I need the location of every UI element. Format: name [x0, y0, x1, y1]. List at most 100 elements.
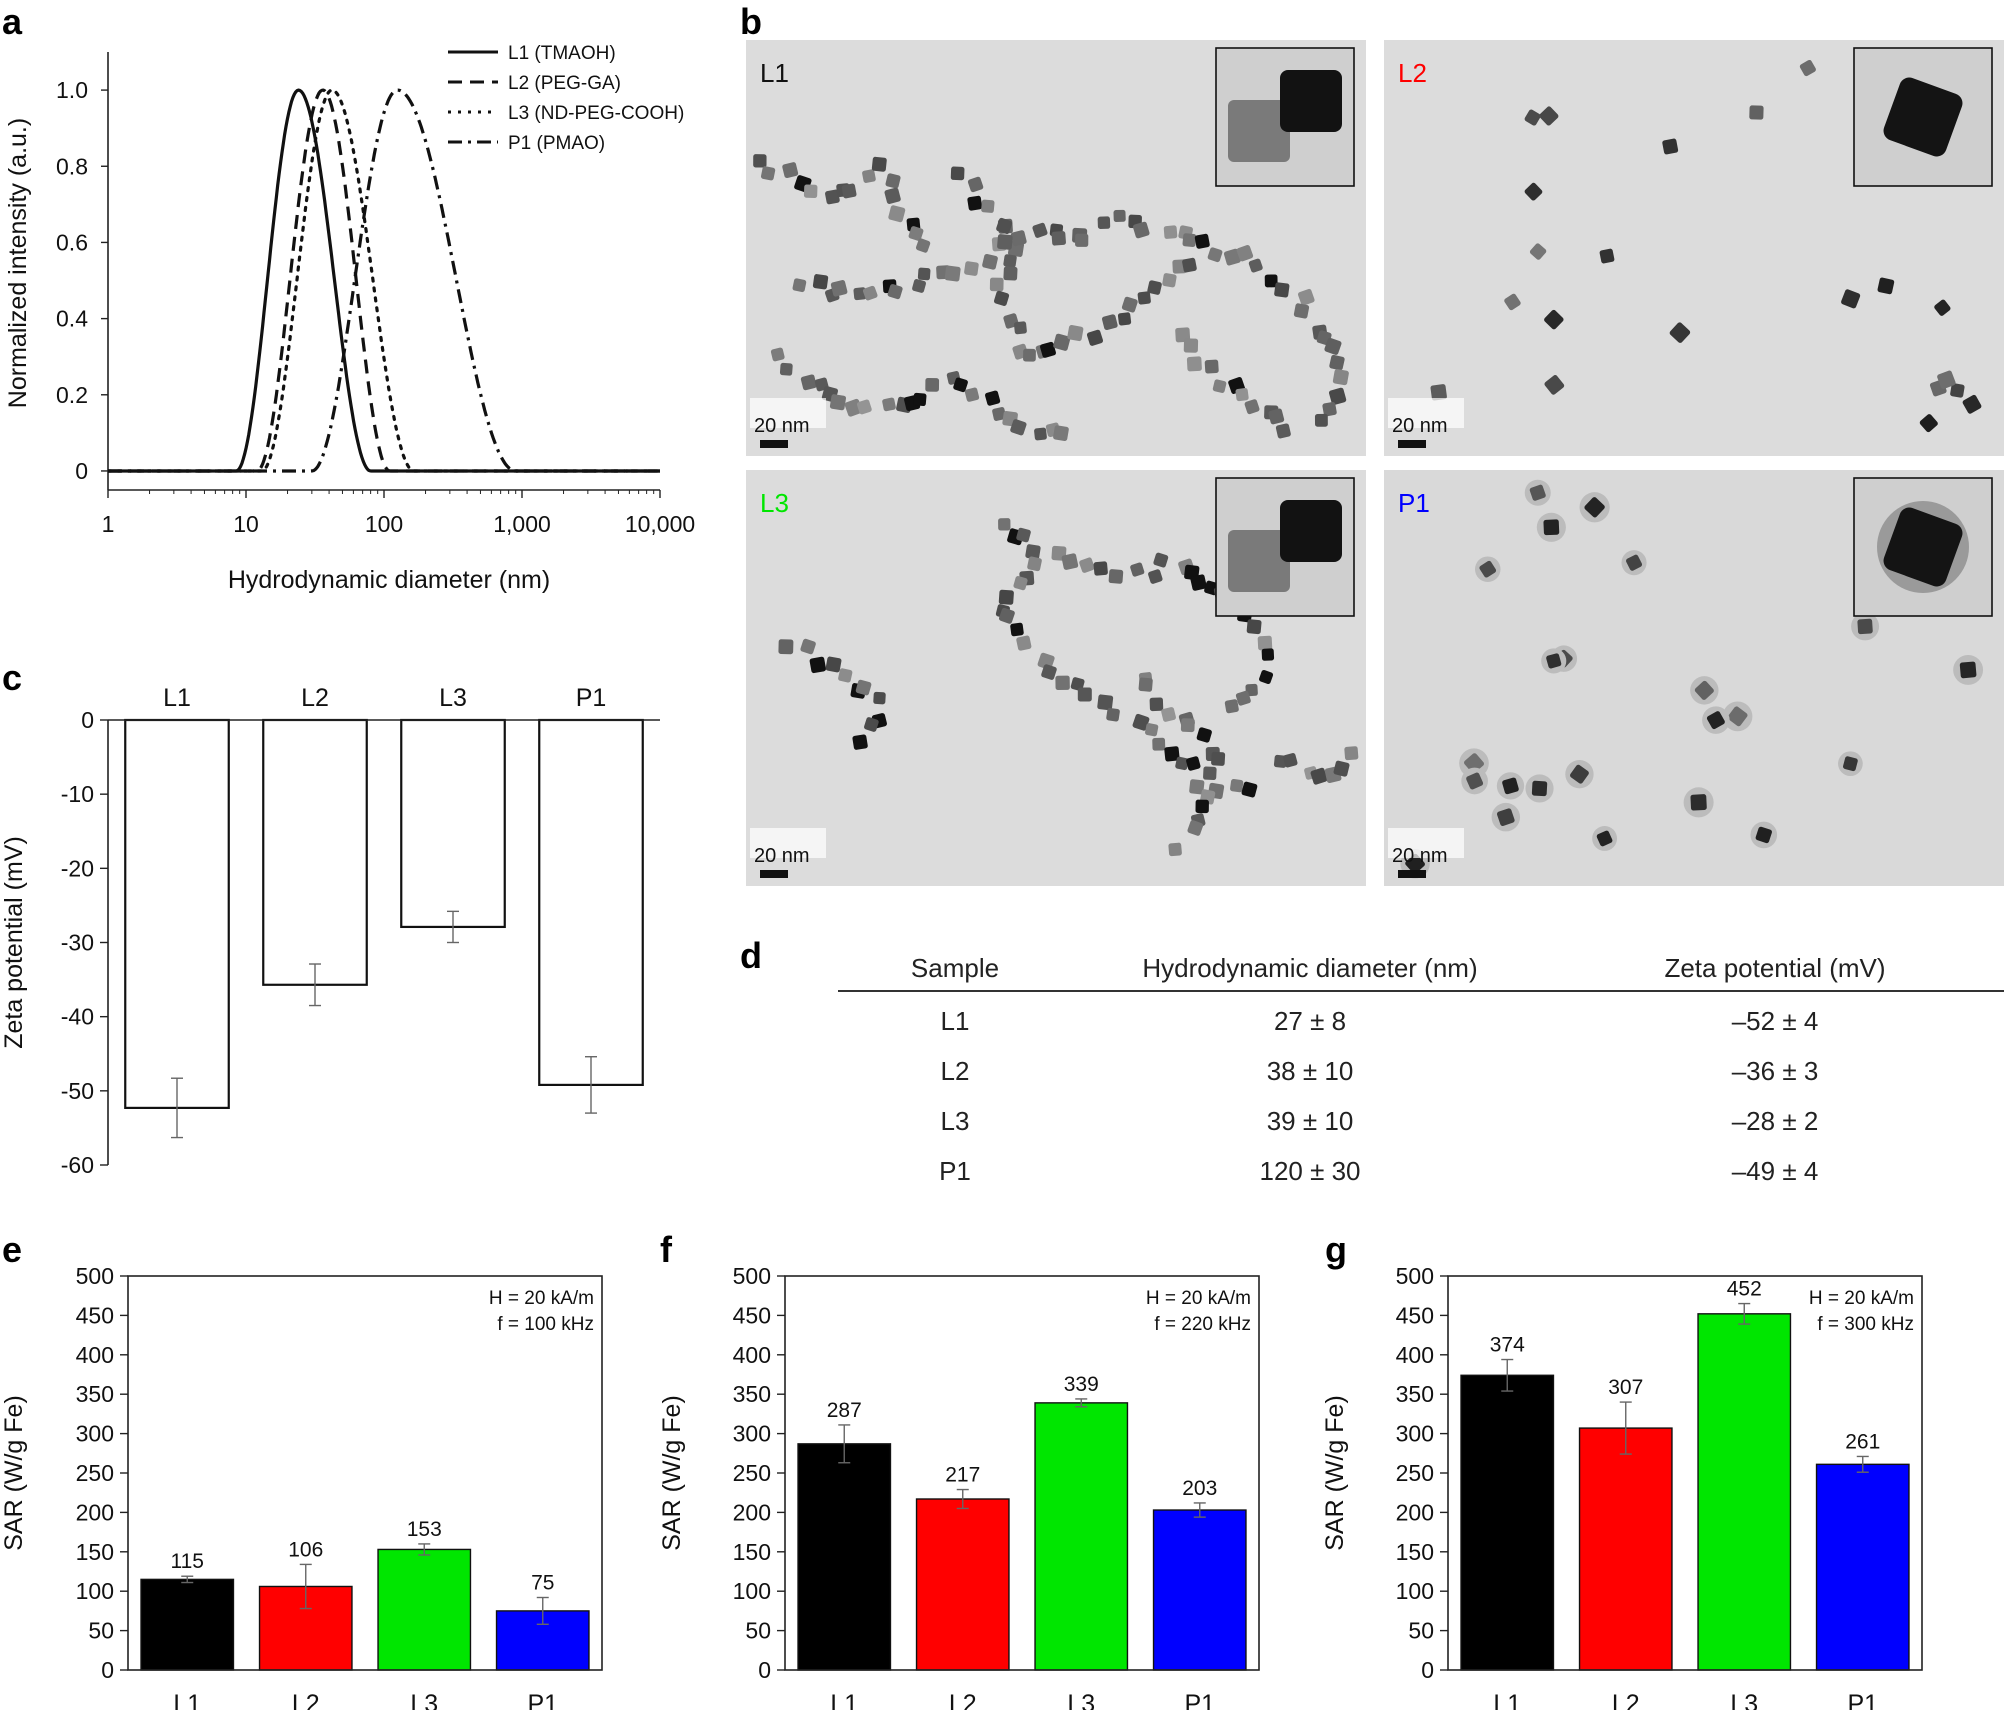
- nanoparticle: [1194, 233, 1210, 249]
- x-tick-label: 1: [102, 511, 115, 537]
- data-label: 261: [1845, 1430, 1880, 1453]
- nanoparticle: [1950, 383, 1965, 398]
- panel-label-a: a: [2, 1, 23, 42]
- nanoparticle: [1189, 779, 1205, 795]
- scale-bar: [1398, 440, 1426, 448]
- tem-label: L1: [760, 58, 789, 88]
- nanoparticle: [1259, 670, 1274, 685]
- scale-bar-label: 20 nm: [1392, 845, 1448, 867]
- y-tick-label: 500: [1396, 1263, 1434, 1289]
- nanoparticle: [1755, 826, 1772, 844]
- category-label: L3: [410, 1690, 438, 1710]
- nanoparticle: [1244, 399, 1260, 415]
- nanoparticle: [1690, 794, 1707, 811]
- nanoparticle: [1268, 408, 1285, 425]
- nanoparticle: [1053, 425, 1069, 442]
- y-tick-label: 450: [1396, 1302, 1434, 1328]
- plot-area: [108, 88, 660, 473]
- nanoparticle: [1186, 756, 1201, 771]
- nanoparticle: [770, 347, 785, 362]
- data-label: 106: [288, 1538, 323, 1561]
- nanoparticle: [1322, 401, 1337, 417]
- nanoparticle: [1727, 706, 1748, 727]
- nanoparticle: [1626, 554, 1643, 571]
- nanoparticle: [1524, 182, 1543, 201]
- nanoparticle: [1248, 258, 1263, 273]
- nanoparticle: [1014, 321, 1027, 335]
- nanoparticle: [1010, 622, 1024, 637]
- condition-annotation: H = 20 kA/m: [1809, 1288, 1914, 1309]
- category-label: L1: [1493, 1690, 1521, 1710]
- nanoparticle: [871, 156, 887, 172]
- nanoparticle: [1293, 303, 1310, 319]
- nanoparticle: [1324, 337, 1342, 355]
- tem-label: L2: [1398, 58, 1427, 88]
- nanoparticle: [1241, 781, 1258, 798]
- category-label: L2: [949, 1690, 977, 1710]
- nanoparticle: [1546, 653, 1562, 669]
- nanoparticle: [1152, 737, 1166, 751]
- table-cell-zeta: –52 ± 4: [1732, 1006, 1819, 1036]
- condition-annotation: f = 300 kHz: [1817, 1314, 1914, 1335]
- data-label: 287: [827, 1399, 862, 1422]
- y-tick-label: -40: [61, 1004, 94, 1030]
- scale-bar-label: 20 nm: [1392, 415, 1448, 437]
- y-tick-label: 50: [745, 1618, 771, 1644]
- bar: [797, 1443, 892, 1671]
- nanoparticle: [1162, 273, 1177, 288]
- nanoparticle: [998, 607, 1015, 624]
- scale-bar-bg: [750, 398, 826, 428]
- nanoparticle: [1196, 727, 1212, 743]
- nanoparticle: [1934, 299, 1951, 316]
- inset-particle: [1883, 507, 1963, 587]
- nanoparticle: [1599, 248, 1615, 264]
- nanoparticle: [1204, 359, 1219, 374]
- nanoparticle: [1132, 713, 1150, 731]
- scale-bar-label: 20 nm: [754, 845, 810, 867]
- nanoparticle: [1230, 779, 1244, 793]
- nanoparticle: [779, 362, 793, 376]
- y-tick-label: 50: [88, 1618, 114, 1644]
- y-tick-label: 250: [733, 1460, 771, 1486]
- nanoparticle: [1479, 560, 1497, 578]
- table-cell-zeta: –28 ± 2: [1732, 1106, 1819, 1136]
- nanoparticle: [912, 279, 926, 293]
- y-tick-label: 0: [101, 1657, 114, 1683]
- nanoparticle: [1207, 247, 1223, 263]
- nanoparticle: [1799, 59, 1816, 77]
- nanoparticle: [1235, 388, 1249, 402]
- y-tick-label: 0.2: [56, 382, 88, 408]
- nanoparticle: [925, 377, 940, 392]
- nanoparticle: [1539, 106, 1559, 126]
- y-tick-label: 300: [76, 1421, 114, 1447]
- legend-label: P1 (PMAO): [508, 133, 605, 154]
- data-label: 217: [945, 1464, 980, 1487]
- nanoparticle: [1328, 387, 1347, 405]
- nanoparticle: [882, 397, 896, 412]
- y-tick-label: 200: [733, 1499, 771, 1525]
- y-tick-label: 400: [76, 1342, 114, 1368]
- nanoparticle: [825, 656, 842, 673]
- nanoparticle: [1183, 338, 1199, 353]
- nanoparticle: [841, 183, 857, 199]
- y-tick-label: 50: [1408, 1618, 1434, 1644]
- panel-b-tem-images: L1 20 nm L2 20 nm L3 20 nm P1 20 nm: [746, 40, 2004, 886]
- inset-particle: [1883, 77, 1963, 157]
- table-cell-diameter: 27 ± 8: [1274, 1006, 1346, 1036]
- nanoparticle: [1034, 427, 1047, 441]
- panel-d-table: Sample Hydrodynamic diameter (nm) Zeta p…: [838, 953, 2004, 1186]
- bar: [1460, 1374, 1555, 1671]
- bar: [124, 718, 230, 1109]
- nanoparticle: [760, 166, 776, 181]
- nanoparticle: [1919, 414, 1938, 433]
- nanoparticle: [1195, 799, 1209, 814]
- nanoparticle: [953, 377, 968, 393]
- table-cell-sample: L1: [941, 1006, 970, 1036]
- category-label: L2: [292, 1690, 320, 1710]
- bar: [1034, 1402, 1129, 1671]
- tem-image: L2 20 nm: [1384, 40, 2004, 456]
- category-label: P1: [1847, 1690, 1878, 1710]
- nanoparticle: [1962, 394, 1982, 414]
- table-cell-zeta: –36 ± 3: [1732, 1056, 1819, 1086]
- x-tick-label: 10,000: [625, 511, 695, 537]
